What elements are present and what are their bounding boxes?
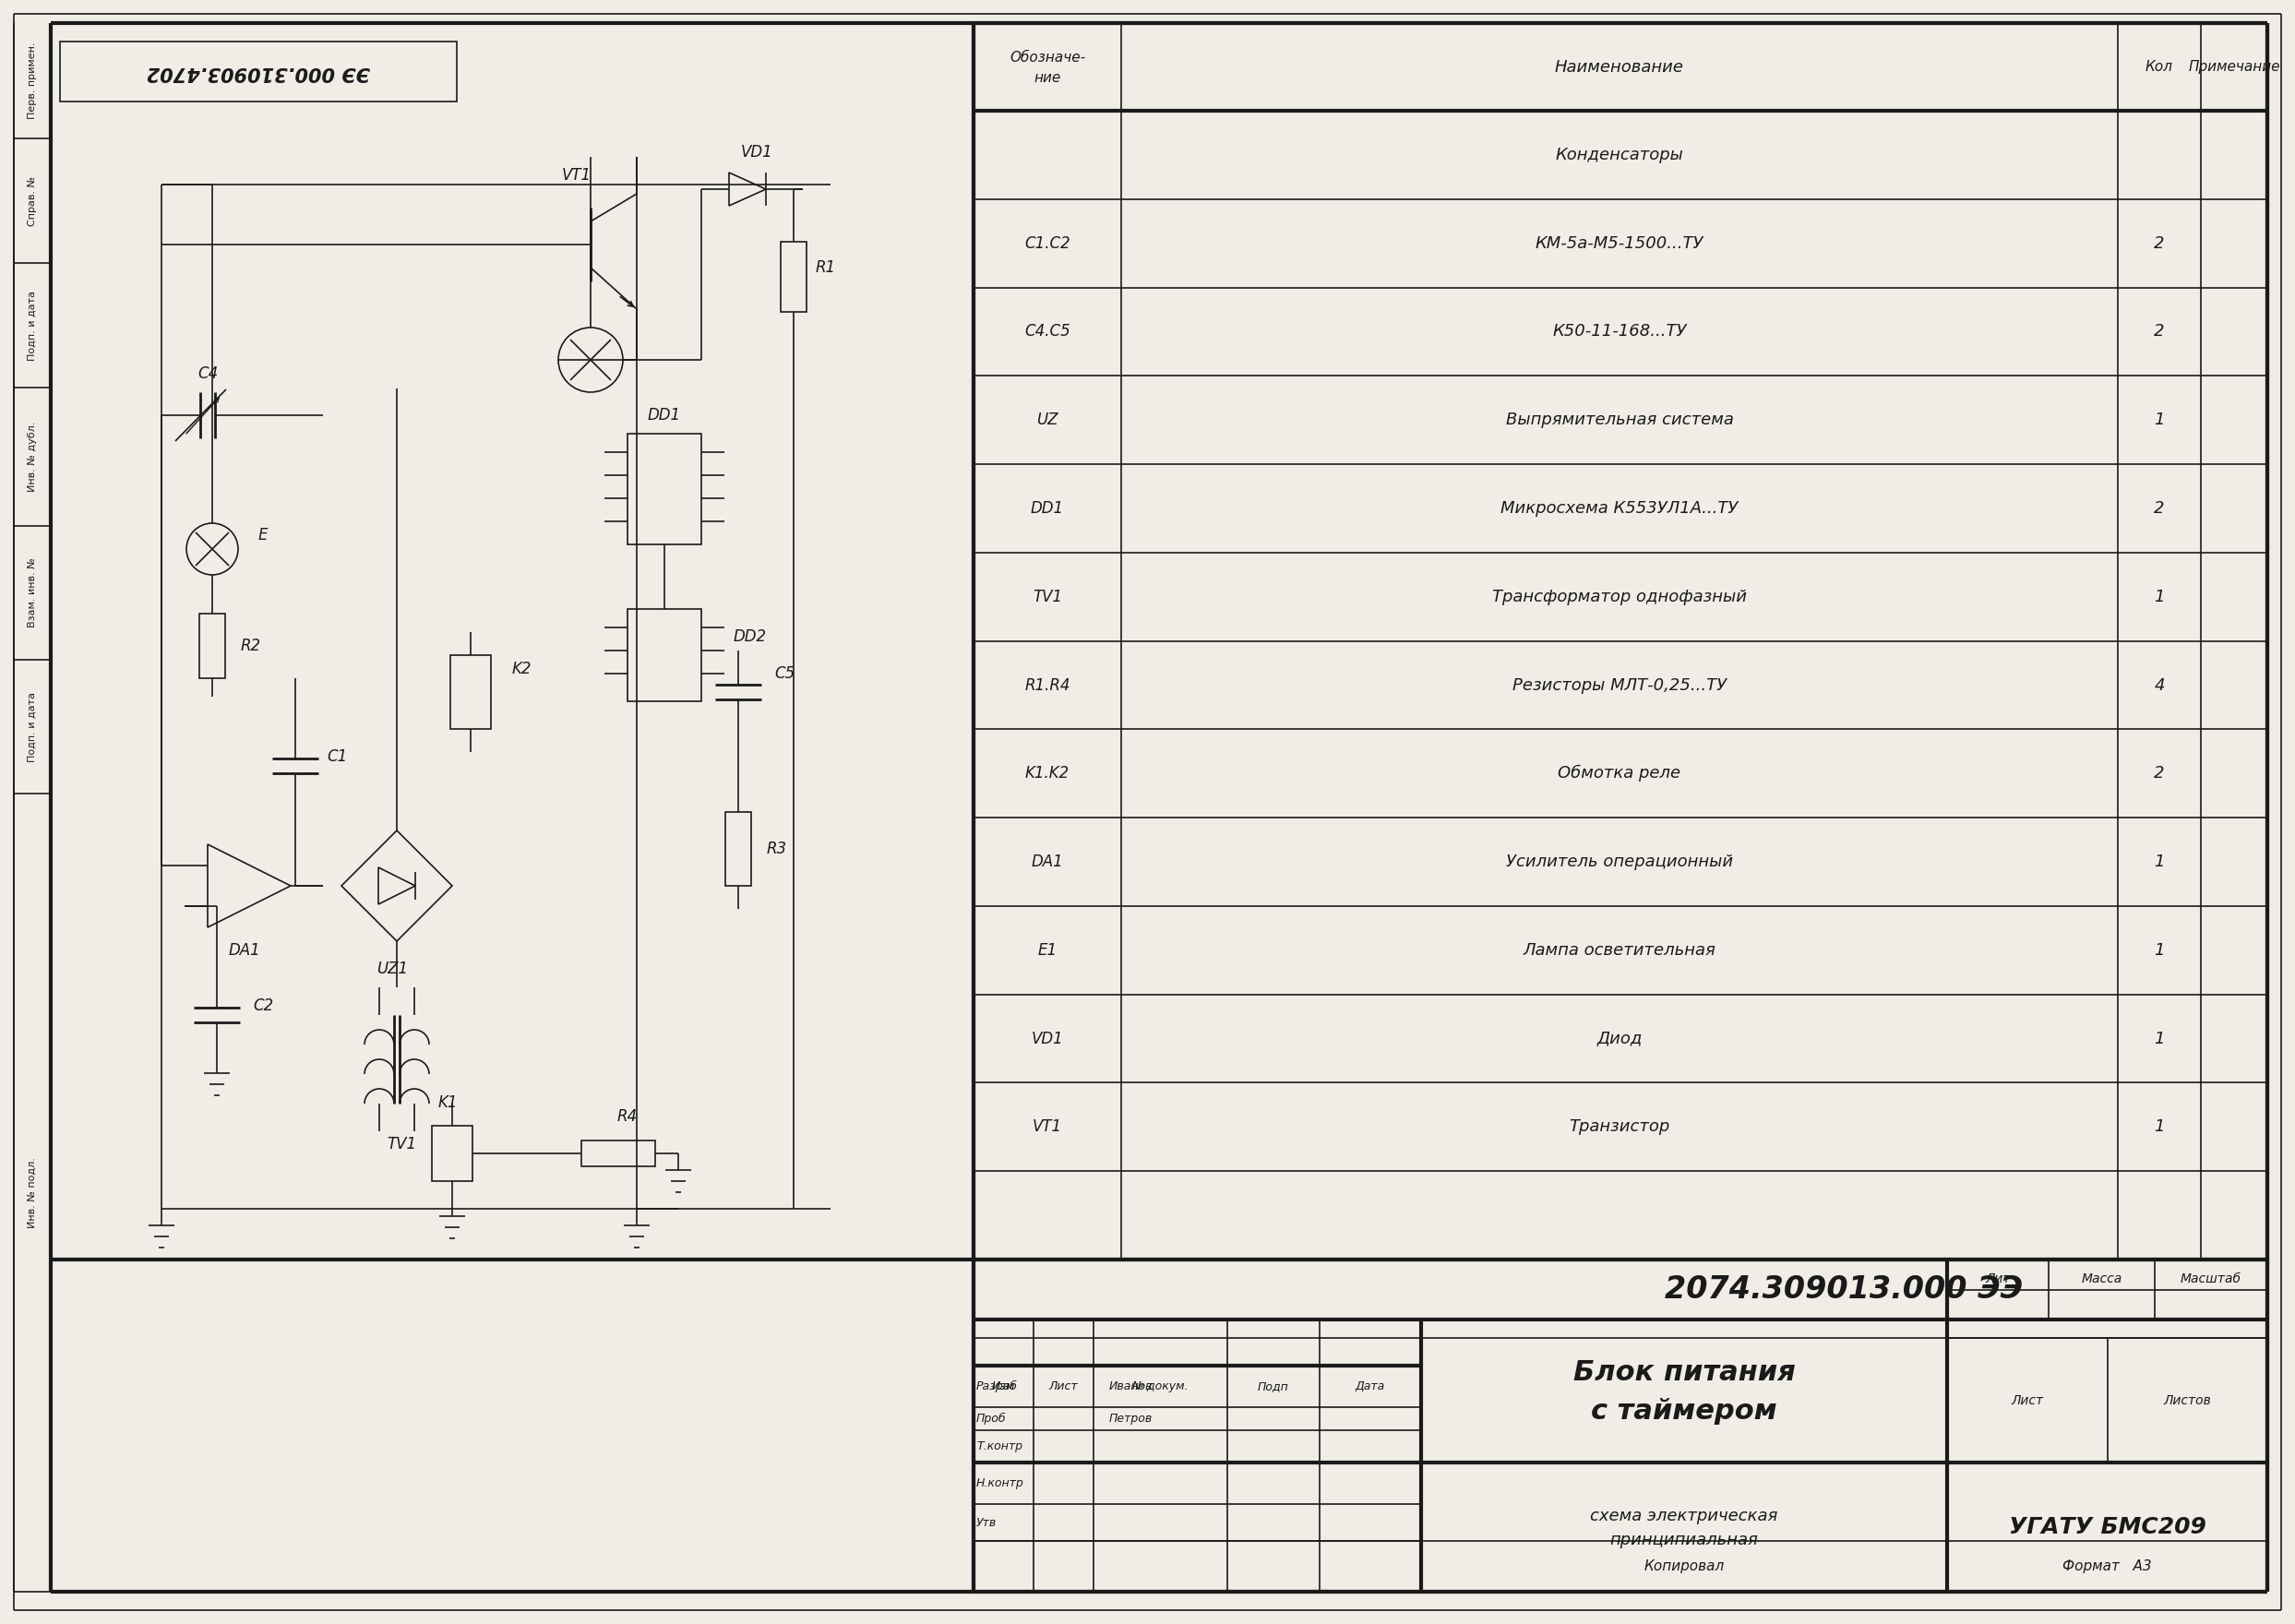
Text: DD2: DD2: [734, 628, 767, 645]
Text: Лист: Лист: [1049, 1380, 1079, 1392]
Text: Усилитель операционный: Усилитель операционный: [1506, 854, 1733, 870]
Text: Дата: Дата: [1356, 1380, 1386, 1392]
Text: K1.K2: K1.K2: [1026, 765, 1069, 781]
Bar: [780, 242, 806, 312]
Text: C1.C2: C1.C2: [1024, 235, 1069, 252]
Text: УГАТУ БМС209: УГАТУ БМС209: [2008, 1517, 2205, 1538]
Text: DA1: DA1: [230, 942, 262, 958]
Bar: [60, 42, 457, 101]
Text: TV1: TV1: [386, 1135, 415, 1153]
Text: с таймером: с таймером: [1590, 1398, 1776, 1424]
Text: 4: 4: [2155, 677, 2164, 693]
Text: Справ. №: Справ. №: [28, 175, 37, 226]
Text: R1: R1: [815, 260, 835, 276]
Text: Подп. и дата: Подп. и дата: [28, 692, 37, 762]
Text: 2: 2: [2155, 323, 2164, 339]
Text: Масса: Масса: [2082, 1272, 2123, 1285]
Text: ЭЭ 000.310903.4702: ЭЭ 000.310903.4702: [147, 62, 369, 81]
Text: 1: 1: [2155, 1119, 2164, 1135]
Text: Т.контр: Т.контр: [975, 1440, 1024, 1452]
Bar: [627, 434, 702, 544]
Text: C4.C5: C4.C5: [1024, 323, 1069, 339]
Text: 2: 2: [2155, 500, 2164, 516]
Text: Транзистор: Транзистор: [1570, 1119, 1671, 1135]
Text: Взам. инв. №: Взам. инв. №: [28, 559, 37, 628]
Text: 1: 1: [2155, 942, 2164, 958]
Text: UZ: UZ: [1037, 412, 1058, 429]
Bar: [627, 609, 702, 702]
Text: E1: E1: [1037, 942, 1058, 958]
Bar: [725, 812, 750, 885]
Text: Формат   А3: Формат А3: [2063, 1559, 2153, 1574]
Text: Подп. и дата: Подп. и дата: [28, 291, 37, 361]
Text: Трансформатор однофазный: Трансформатор однофазный: [1492, 588, 1746, 606]
Text: UZ1: UZ1: [376, 960, 409, 978]
Text: Выпрямительная система: Выпрямительная система: [1506, 412, 1733, 429]
Text: Копировал: Копировал: [1643, 1559, 1724, 1574]
Text: K1: K1: [438, 1095, 457, 1111]
Text: DD1: DD1: [1030, 500, 1065, 516]
Text: C4: C4: [197, 365, 218, 382]
Text: Разраб: Разраб: [975, 1380, 1019, 1392]
Text: Примечание: Примечание: [2187, 60, 2279, 73]
Text: R1.R4: R1.R4: [1024, 677, 1069, 693]
Text: DD1: DD1: [647, 408, 682, 424]
Text: VD1: VD1: [1030, 1030, 1063, 1047]
Text: Инв. № подл.: Инв. № подл.: [28, 1158, 37, 1228]
Text: VT1: VT1: [562, 167, 592, 184]
Bar: [450, 654, 491, 729]
Text: 1: 1: [2155, 854, 2164, 870]
Text: Изм: Изм: [991, 1380, 1014, 1392]
Text: C1: C1: [326, 749, 347, 765]
Text: Блок питания: Блок питания: [1572, 1359, 1795, 1385]
Text: Лампа осветительная: Лампа осветительная: [1524, 942, 1717, 958]
Text: DA1: DA1: [1030, 854, 1063, 870]
Bar: [200, 614, 225, 679]
Text: 1: 1: [2155, 412, 2164, 429]
Text: № докум.: № докум.: [1131, 1380, 1189, 1392]
Text: C2: C2: [252, 997, 273, 1013]
Text: Масштаб: Масштаб: [2180, 1272, 2242, 1285]
Text: Перв. примен.: Перв. примен.: [28, 42, 37, 119]
Text: C5: C5: [773, 666, 794, 682]
Text: 2: 2: [2155, 765, 2164, 781]
Text: Конденсаторы: Конденсаторы: [1556, 146, 1685, 164]
Text: Листов: Листов: [2164, 1393, 2210, 1406]
Text: Лист: Лист: [2010, 1393, 2043, 1406]
Text: Обозначе-: Обозначе-: [1010, 50, 1086, 65]
Text: ние: ние: [1033, 71, 1060, 84]
Text: E: E: [257, 526, 269, 544]
Text: TV1: TV1: [1033, 588, 1063, 606]
Text: 2: 2: [2155, 235, 2164, 252]
Text: Подп: Подп: [1258, 1380, 1290, 1392]
Text: Проб: Проб: [975, 1413, 1008, 1424]
Text: схема электрическая: схема электрическая: [1590, 1507, 1779, 1525]
Text: 1: 1: [2155, 1030, 2164, 1047]
Text: VT1: VT1: [1033, 1119, 1063, 1135]
Text: 2074.309013.000 ЭЭ: 2074.309013.000 ЭЭ: [1666, 1275, 2024, 1304]
Bar: [581, 1140, 654, 1166]
Text: Резисторы МЛТ-0,25...ТУ: Резисторы МЛТ-0,25...ТУ: [1512, 677, 1726, 693]
Text: 1: 1: [2155, 588, 2164, 606]
Bar: [431, 1125, 473, 1181]
Text: R2: R2: [241, 638, 262, 654]
Text: К50-11-168...ТУ: К50-11-168...ТУ: [1551, 323, 1687, 339]
Text: Петров: Петров: [1108, 1413, 1152, 1424]
Text: Обмотка реле: Обмотка реле: [1558, 765, 1680, 781]
Text: R4: R4: [617, 1108, 638, 1125]
Text: R3: R3: [767, 841, 787, 857]
Text: Наименование: Наименование: [1556, 58, 1685, 75]
Text: Кол: Кол: [2146, 60, 2173, 73]
Text: VD1: VD1: [741, 145, 773, 161]
Text: K2: K2: [512, 661, 532, 677]
Text: Н.контр: Н.контр: [975, 1478, 1024, 1489]
Text: КМ-5а-М5-1500...ТУ: КМ-5а-М5-1500...ТУ: [1535, 235, 1703, 252]
Text: Микросхема К553УЛ1А...ТУ: Микросхема К553УЛ1А...ТУ: [1501, 500, 1737, 516]
Text: Утв: Утв: [975, 1517, 996, 1528]
Text: принципиальная: принципиальная: [1609, 1531, 1758, 1548]
Text: Диод: Диод: [1597, 1030, 1643, 1047]
Text: Лит: Лит: [1985, 1272, 2010, 1285]
Text: Инв. № дубл.: Инв. № дубл.: [28, 422, 37, 492]
Text: Иванов: Иванов: [1108, 1380, 1152, 1392]
